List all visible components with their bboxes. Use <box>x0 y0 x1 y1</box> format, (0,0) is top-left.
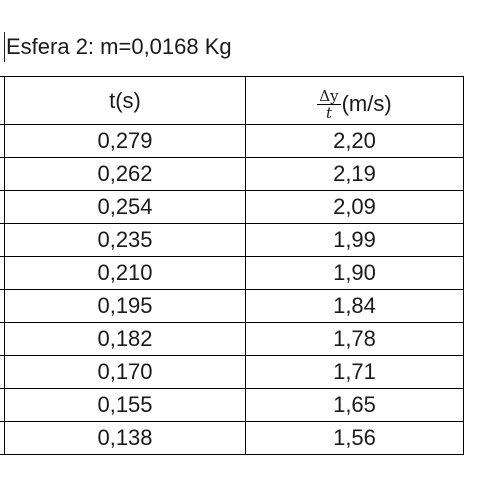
table-row: 0,182 1,78 <box>0 322 464 356</box>
cell-velocity: 2,09 <box>245 190 464 224</box>
cell-time: 0,210 <box>4 256 246 290</box>
text-cursor <box>4 32 5 62</box>
cell-time: 0,170 <box>4 355 246 389</box>
table-body: 0,279 2,20 0,262 2,19 0,254 2,09 0,235 1,99 0,21… <box>0 124 464 455</box>
table-row: 0,170 1,71 <box>0 355 464 389</box>
document-heading: Esfera 2: m=0,0168 Kg <box>6 34 232 59</box>
table-row: 0,262 2,19 <box>0 157 464 191</box>
cell-time: 0,279 <box>4 124 246 158</box>
table-row: 0,210 1,90 <box>0 256 464 290</box>
fraction: Δy t <box>317 86 341 122</box>
cell-velocity: 1,78 <box>245 322 464 356</box>
cell-velocity: 1,84 <box>245 289 464 323</box>
data-table: t(s) Δy t (m/s) 0,279 2,20 0,262 2,19 0,254 2… <box>0 76 464 455</box>
cell-time: 0,155 <box>4 388 246 422</box>
fraction-denominator: t <box>325 103 332 122</box>
table-row: 0,254 2,09 <box>0 190 464 224</box>
fraction-numerator: Δy <box>317 86 341 105</box>
table-row: 0,155 1,65 <box>0 388 464 422</box>
table-row: 0,138 1,56 <box>0 421 464 455</box>
cell-velocity: 1,90 <box>245 256 464 290</box>
cell-velocity: 2,20 <box>245 124 464 158</box>
cell-velocity: 1,99 <box>245 223 464 257</box>
table-row: 0,195 1,84 <box>0 289 464 323</box>
table-row: 0,279 2,20 <box>0 124 464 158</box>
header-row: t(s) Δy t (m/s) <box>0 76 464 125</box>
cell-velocity: 2,19 <box>245 157 464 191</box>
cell-time: 0,182 <box>4 322 246 356</box>
cell-time: 0,254 <box>4 190 246 224</box>
cell-time: 0,195 <box>4 289 246 323</box>
velocity-unit: (m/s) <box>341 91 392 116</box>
header-time: t(s) <box>4 76 246 125</box>
table-row: 0,235 1,99 <box>0 223 464 257</box>
cell-time: 0,138 <box>4 421 246 455</box>
velocity-header-expression: Δy t (m/s) <box>317 86 392 122</box>
cell-velocity: 1,71 <box>245 355 464 389</box>
header-velocity: Δy t (m/s) <box>245 76 464 125</box>
cell-velocity: 1,65 <box>245 388 464 422</box>
cell-velocity: 1,56 <box>245 421 464 455</box>
cell-time: 0,262 <box>4 157 246 191</box>
cell-time: 0,235 <box>4 223 246 257</box>
